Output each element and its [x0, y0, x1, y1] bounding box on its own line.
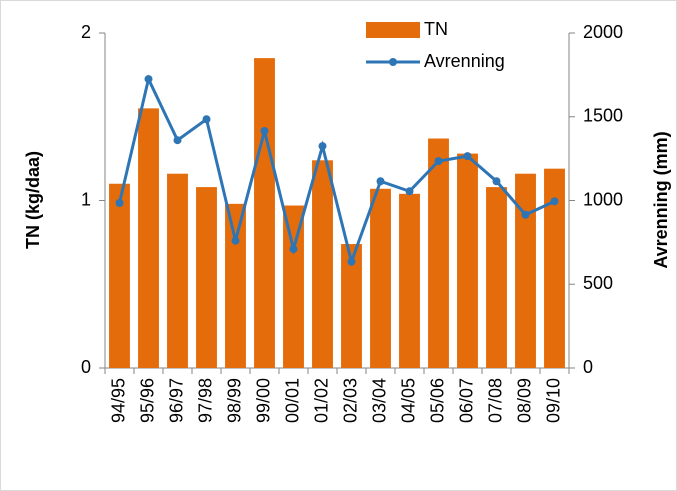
- x-tick-label: 99/00: [253, 378, 273, 423]
- x-tick-label: 07/08: [485, 378, 505, 423]
- x-tick-label: 00/01: [282, 378, 302, 423]
- line-marker: [231, 236, 240, 245]
- bar: [225, 203, 246, 368]
- bar: [428, 138, 449, 368]
- line-marker: [405, 187, 414, 196]
- bar: [167, 173, 188, 368]
- bar: [370, 188, 391, 368]
- y2-tick-label: 500: [583, 273, 613, 293]
- bar: [312, 160, 333, 368]
- line-marker: [202, 115, 211, 124]
- legend-label: TN: [424, 19, 448, 39]
- line-marker: [434, 157, 443, 166]
- bar: [399, 193, 420, 368]
- y2-tick-label: 2000: [583, 22, 623, 42]
- y2-tick-label: 1000: [583, 189, 623, 209]
- bar: [457, 153, 478, 368]
- x-tick-label: 08/09: [514, 378, 534, 423]
- line-marker: [463, 152, 472, 161]
- x-tick-label: 09/10: [543, 378, 563, 423]
- x-tick-label: 98/99: [224, 378, 244, 423]
- y2-tick-label: 0: [583, 357, 593, 377]
- x-tick-label: 03/04: [369, 378, 389, 423]
- line: [118, 74, 556, 267]
- bar: [109, 183, 130, 368]
- bar: [515, 173, 536, 368]
- line-marker: [289, 245, 298, 254]
- y-tick-label: 2: [81, 22, 91, 42]
- y-tick-label: 1: [81, 189, 91, 209]
- legend-label: Avrenning: [424, 51, 505, 71]
- line-marker: [115, 199, 124, 208]
- line-marker: [347, 257, 356, 266]
- x-tick-label: 97/98: [195, 378, 215, 423]
- legend-marker: [389, 58, 397, 66]
- line-marker: [376, 177, 385, 186]
- x-tick-label: 06/07: [456, 378, 476, 423]
- y2-axis-title: Avrenning (mm): [651, 131, 671, 268]
- bar: [544, 168, 565, 368]
- x-tick-label: 94/95: [108, 378, 128, 423]
- x-tick-label: 01/02: [311, 378, 331, 423]
- x-tick-label: 05/06: [427, 378, 447, 423]
- line-marker: [492, 177, 501, 186]
- x-tick-label: 02/03: [340, 378, 360, 423]
- bar: [196, 187, 217, 368]
- legend-swatch: [366, 22, 420, 38]
- bar: [341, 244, 362, 368]
- bar: [138, 108, 159, 368]
- line-marker: [144, 75, 153, 84]
- bar: [486, 187, 507, 368]
- line-marker: [260, 126, 269, 135]
- x-tick-label: 04/05: [398, 378, 418, 423]
- y-axis-title: TN (kg/daa): [23, 151, 43, 249]
- line-marker: [521, 210, 530, 219]
- y2-tick-label: 1500: [583, 106, 623, 126]
- line-marker: [173, 136, 182, 145]
- bar: [283, 205, 304, 368]
- line-marker: [550, 197, 559, 206]
- x-tick-label: 96/97: [166, 378, 186, 423]
- y-tick-label: 0: [81, 357, 91, 377]
- x-tick-label: 95/96: [137, 378, 157, 423]
- bar: [254, 58, 275, 368]
- line-marker: [318, 142, 327, 151]
